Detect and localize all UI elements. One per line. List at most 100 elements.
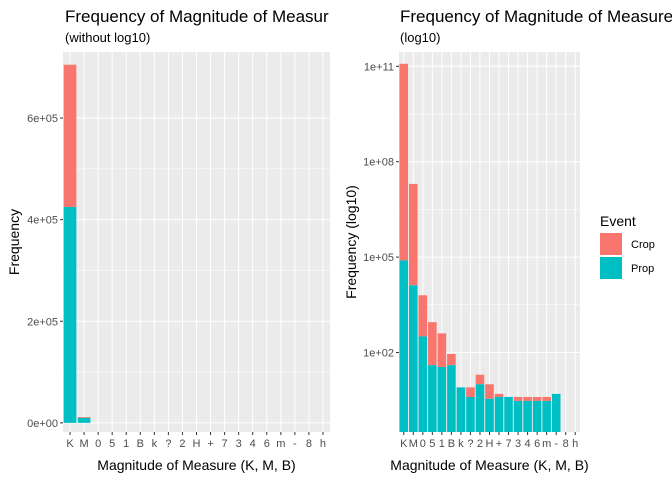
chart-left-y-axis-title: Frequency	[6, 209, 22, 275]
x-tick-label: m	[276, 438, 285, 450]
legend-label-crop: Crop	[631, 239, 655, 251]
bar-prop	[409, 285, 418, 432]
chart-right-bars	[399, 63, 561, 432]
chart-left-y-ticks: 0e+00 2e+05 4e+05 6e+05	[27, 113, 63, 430]
x-tick-label: h	[320, 438, 326, 450]
x-tick-label: B	[137, 438, 144, 450]
bar-prop	[523, 400, 532, 432]
bar-crop	[63, 64, 77, 207]
bar-prop	[532, 400, 542, 432]
bar-crop	[418, 295, 428, 337]
x-tick-label: 3	[515, 438, 521, 450]
y-tick-label: 1e+11	[364, 61, 394, 73]
x-tick-label: h	[572, 438, 578, 450]
chart-left: Frequency of Magnitude of Measur (withou…	[6, 7, 330, 473]
x-tick-label: M	[409, 438, 418, 450]
chart-right-y-ticks: 1e+02 1e+05 1e+08 1e+11	[363, 61, 399, 360]
bar-prop	[542, 400, 551, 432]
legend-label-prop: Prop	[631, 263, 654, 275]
y-tick-label: 4e+05	[27, 215, 58, 227]
y-tick-label: 1e+08	[363, 157, 394, 169]
bar-prop	[504, 396, 513, 432]
x-tick-label: +	[207, 438, 213, 450]
bar-crop	[485, 384, 494, 399]
legend: Event Crop Prop	[600, 213, 655, 279]
y-tick-label: 1e+02	[363, 348, 394, 360]
x-tick-label: 8	[306, 438, 312, 450]
bar-prop	[418, 336, 428, 432]
bar-prop	[437, 367, 447, 432]
bar-crop	[532, 396, 542, 401]
chart-right: Frequency of Magnitude of Measure (log10…	[343, 7, 672, 473]
x-tick-label: ?	[467, 438, 473, 450]
bar-crop	[77, 417, 91, 418]
legend-swatch-prop	[600, 257, 622, 279]
x-tick-label: m	[542, 438, 551, 450]
bar-crop	[523, 396, 532, 401]
x-tick-label: M	[79, 438, 88, 450]
bar-crop	[513, 396, 523, 401]
chart-left-title: Frequency of Magnitude of Measur	[65, 7, 329, 26]
legend-title: Event	[600, 213, 636, 229]
bar-crop	[466, 387, 475, 397]
bar-prop	[428, 365, 437, 432]
x-tick-label: 6	[264, 438, 270, 450]
chart-right-title: Frequency of Magnitude of Measure	[400, 7, 672, 26]
bar-prop	[494, 396, 504, 432]
x-tick-label: 2	[477, 438, 483, 450]
chart-left-bars	[63, 64, 91, 423]
x-tick-label: 6	[534, 438, 540, 450]
x-tick-label: -	[554, 438, 558, 450]
bar-crop	[437, 333, 447, 368]
chart-left-x-axis-title: Magnitude of Measure (K, M, B)	[97, 457, 295, 473]
x-tick-label: K	[400, 438, 408, 450]
bar-prop	[475, 384, 485, 432]
bar-crop	[409, 183, 418, 286]
x-tick-label: H	[193, 438, 201, 450]
bar-crop	[428, 322, 437, 366]
x-tick-label: k	[152, 438, 158, 450]
chart-right-subtitle: (log10)	[400, 30, 440, 45]
x-tick-label: 2	[179, 438, 185, 450]
x-tick-label: 5	[109, 438, 115, 450]
chart-right-y-axis-title: Frequency (log10)	[343, 185, 359, 299]
bar-prop	[513, 400, 523, 432]
x-tick-label: K	[66, 438, 74, 450]
x-tick-label: B	[448, 438, 455, 450]
bar-prop	[551, 393, 561, 432]
x-tick-label: 0	[420, 438, 426, 450]
x-tick-label: 5	[429, 438, 435, 450]
y-tick-label: 2e+05	[27, 316, 58, 328]
x-tick-label: H	[486, 438, 494, 450]
bar-crop	[399, 63, 409, 261]
legend-swatch-crop	[600, 233, 622, 255]
x-tick-label: 1	[439, 438, 445, 450]
x-tick-label: 4	[525, 438, 531, 450]
bar-crop	[447, 353, 456, 366]
y-tick-label: 6e+05	[27, 113, 58, 125]
bar-prop	[447, 365, 456, 432]
x-tick-label: 0	[95, 438, 101, 450]
x-tick-label: 4	[250, 438, 256, 450]
chart-right-x-axis-title: Magnitude of Measure (K, M, B)	[390, 457, 588, 473]
x-tick-label: ?	[165, 438, 171, 450]
bar-prop	[456, 387, 466, 432]
x-tick-label: 7	[505, 438, 511, 450]
y-tick-label: 0e+00	[27, 418, 58, 430]
bar-prop	[63, 206, 77, 423]
x-tick-label: k	[458, 438, 464, 450]
bar-crop	[542, 396, 551, 401]
chart-left-subtitle: (without log10)	[65, 30, 150, 45]
x-tick-label: 8	[563, 438, 569, 450]
y-tick-label: 1e+05	[363, 252, 394, 264]
x-tick-label: 7	[222, 438, 228, 450]
bar-prop	[485, 398, 494, 432]
bar-crop	[494, 393, 504, 397]
x-tick-label: -	[293, 438, 297, 450]
x-tick-label: 1	[123, 438, 129, 450]
x-tick-label: 3	[236, 438, 242, 450]
bar-prop	[466, 396, 475, 432]
